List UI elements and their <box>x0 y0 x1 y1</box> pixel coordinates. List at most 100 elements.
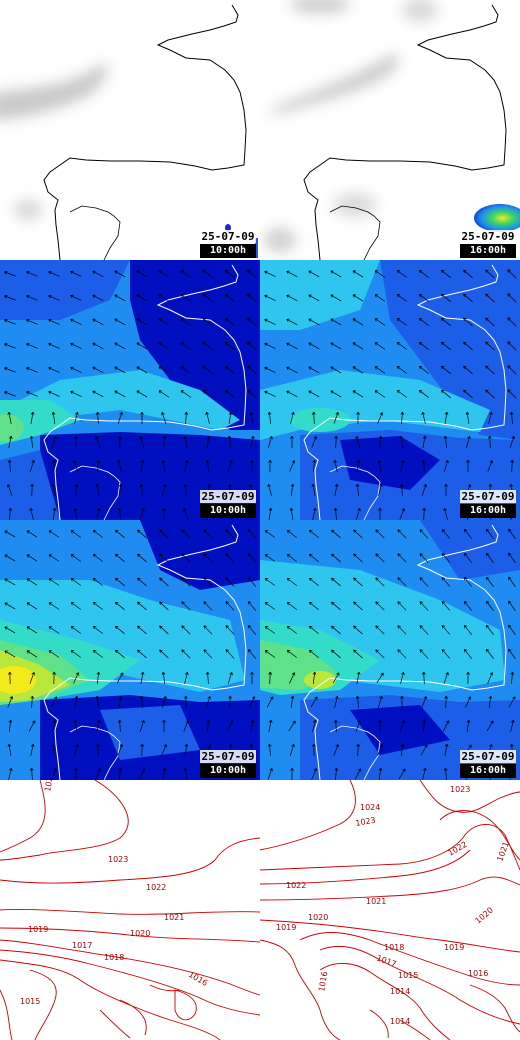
wind-arrow-icon <box>507 317 517 327</box>
wind-arrow-icon <box>140 459 145 472</box>
wind-arrow-icon <box>333 719 338 733</box>
wind-arrow-icon <box>309 577 319 587</box>
wind-arrow-icon <box>441 389 451 399</box>
wind-arrow-icon <box>162 719 166 732</box>
wind-arrow-icon <box>268 507 273 520</box>
isobar-label: 1021 <box>366 897 386 906</box>
wind-arrow-icon <box>308 270 320 278</box>
wind-arrow-icon <box>311 768 318 780</box>
wind-arrow-icon <box>181 601 191 611</box>
wind-arrow-icon <box>52 507 57 520</box>
wind-arrows <box>4 269 257 520</box>
wind-arrow-icon <box>51 743 56 757</box>
forecast-time: 16:00h <box>460 504 516 518</box>
forecast-timestamp: 25-07-09 10:00h <box>200 230 256 258</box>
wind-arrow-icon <box>48 318 60 325</box>
forecast-time: 10:00h <box>200 244 256 258</box>
wind-arrow-icon <box>268 719 273 732</box>
wind-arrow-icon <box>421 459 426 473</box>
wind-arrow-icon <box>507 269 517 279</box>
wind-arrow-icon <box>224 317 235 326</box>
wind-arrow-icon <box>441 365 451 375</box>
cloud-map-canvas <box>264 0 520 260</box>
wind-arrow-icon <box>26 318 38 325</box>
wind-arrow-icon <box>485 269 495 279</box>
wind-arrow-icon <box>184 671 189 684</box>
wind-arrow-icon <box>352 342 364 350</box>
wind-arrow-icon <box>7 411 12 424</box>
forecast-date: 25-07-09 <box>200 230 256 243</box>
wind-arrow-icon <box>117 412 123 424</box>
wind-arrow-icon <box>206 719 211 733</box>
wind-arrow-icon <box>488 411 493 424</box>
wind-arrow-icon <box>224 269 235 278</box>
wind-arrow-icon <box>312 459 317 473</box>
wind-arrow-icon <box>267 411 272 424</box>
wind-arrow-icon <box>115 577 125 587</box>
wind-arrow-icon <box>159 601 169 611</box>
wind-arrow-icon <box>441 269 451 279</box>
wind-arrow-icon <box>264 366 276 373</box>
wind-arrow-icon <box>74 411 79 424</box>
wind-map-canvas <box>0 520 260 780</box>
wind-arrow-icon <box>374 342 386 350</box>
wind-arrow-icon <box>203 577 213 587</box>
wind-arrow-icon <box>70 294 82 301</box>
wind-arrow-icon <box>225 553 235 563</box>
wind-arrow-icon <box>396 270 408 278</box>
wind-arrow-icon <box>159 649 169 659</box>
wind-arrow-icon <box>419 577 429 587</box>
wind-arrow-icon <box>488 695 493 708</box>
wind-arrow-icon <box>114 270 126 278</box>
wind-arrow-icon <box>96 507 101 520</box>
wind-arrow-icon <box>312 743 316 757</box>
wind-arrow-icon <box>419 649 429 659</box>
wind-arrow-icon <box>8 435 13 448</box>
wind-arrow-icon <box>183 508 189 520</box>
wind-arrow-icon <box>308 318 320 326</box>
wind-arrow-icon <box>181 625 191 635</box>
wind-arrow-icon <box>202 318 214 326</box>
wind-arrow-icon <box>225 529 235 539</box>
isobar-label: 1021 <box>495 840 510 862</box>
wind-arrow-icon <box>70 390 82 397</box>
wind-arrow-icon <box>29 507 34 520</box>
wind-arrow-icon <box>73 507 78 520</box>
wind-arrow-icon <box>203 529 213 539</box>
wind-arrow-icon <box>441 529 451 539</box>
wind-arrow-icon <box>158 318 170 326</box>
wind-arrow-icon <box>441 577 451 587</box>
wind-arrow-icon <box>117 459 122 472</box>
isobar-label: 1019 <box>28 925 48 934</box>
wind-arrow-icon <box>399 720 406 732</box>
wind-arrow-icon <box>377 412 384 424</box>
wind-arrow-icon <box>52 719 57 732</box>
wind-arrow-icon <box>140 411 144 424</box>
forecast-timestamp: 25-07-09 16:00h <box>460 750 516 778</box>
wind-arrow-icon <box>70 342 82 349</box>
wind-arrow-icon <box>250 435 255 448</box>
wind-arrow-icon <box>28 720 36 732</box>
wind-arrow-icon <box>264 270 276 277</box>
wind-arrow-icon <box>48 626 60 634</box>
wind-arrow-icon <box>114 342 126 350</box>
wind-arrow-icon <box>396 390 408 398</box>
wind-arrow-icon <box>4 554 16 562</box>
wind-arrow-icon <box>70 318 82 325</box>
wind-arrow-icon <box>422 507 427 520</box>
isobar-label: 1024 <box>43 780 55 792</box>
wind-arrow-icon <box>441 293 451 303</box>
wind-arrow-icon <box>441 341 451 351</box>
wind-arrow-icon <box>420 744 428 756</box>
wind-arrow-icon <box>137 553 147 563</box>
wind-arrow-icon <box>333 412 339 424</box>
wind-arrow-icon <box>267 483 272 496</box>
wind-arrow-icon <box>92 553 103 562</box>
wind-arrow-icon <box>180 390 192 398</box>
wind-arrow-icon <box>397 625 407 635</box>
wind-arrow-icon <box>70 270 82 277</box>
wind-arrow-icon <box>418 293 429 302</box>
wind-arrow-icon <box>330 366 342 374</box>
wind-arrow-icon <box>92 318 104 326</box>
wind-arrow-icon <box>70 578 82 586</box>
